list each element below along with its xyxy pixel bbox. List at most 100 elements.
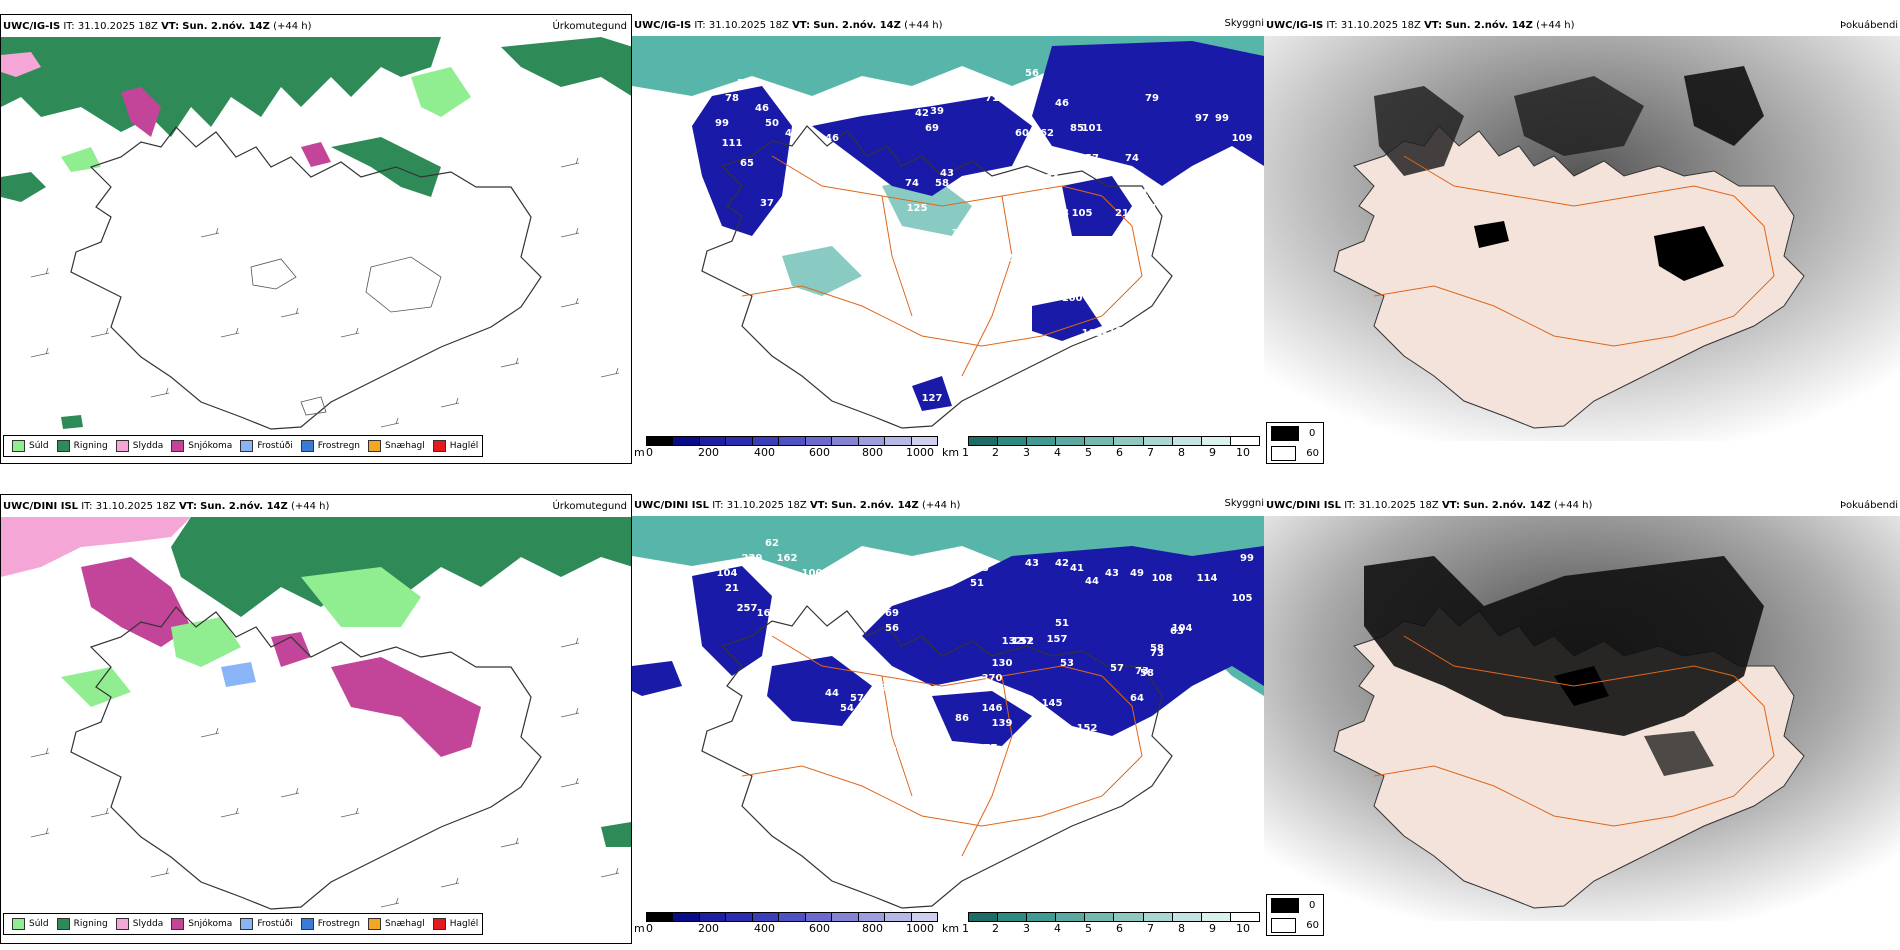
fog-legend-label: 0: [1309, 899, 1316, 911]
cloud-base-value: 73: [1150, 648, 1164, 659]
fog-legend-swatch: [1271, 917, 1297, 933]
low-cloud-area: [1032, 41, 1264, 186]
precip-map: [1, 517, 631, 910]
cloud-base-value: 37: [760, 198, 774, 209]
colorbar-tick: 2: [992, 446, 999, 459]
cloud-base-value: 139: [992, 718, 1013, 729]
panel-title: UWC/DINI ISL IT: 31.10.2025 18Z VT: Sun.…: [1266, 500, 1593, 511]
panel-title: UWC/DINI ISL IT: 31.10.2025 18Z VT: Sun.…: [634, 500, 961, 511]
cloud-base-value: 42: [885, 103, 899, 114]
colorbar-gradient: [968, 436, 1260, 446]
cloud-base-value: 111: [1002, 253, 1023, 264]
colorbar-gradient: [968, 912, 1260, 922]
legend-label: Rigning: [73, 441, 108, 451]
colorbar-tick: 600: [809, 922, 830, 935]
legend-label: Frostúði: [257, 441, 293, 451]
snow-area: [301, 142, 331, 167]
legend-swatch: [171, 440, 185, 452]
cloud-base-value: 99: [1215, 113, 1229, 124]
fog-legend-label: 60: [1306, 447, 1319, 459]
fog-dense: [1364, 556, 1764, 736]
legend-label: Haglél: [449, 441, 479, 451]
drizzle-area: [411, 67, 471, 117]
cloud-base-value: 51: [1055, 618, 1069, 629]
cloud-base-value: 46: [755, 103, 769, 114]
cloud-base-value: 160: [1062, 293, 1083, 304]
iceland-coastline: [70, 606, 542, 910]
freezing-drizzle-area: [221, 662, 256, 687]
glacier-outline: [365, 256, 442, 313]
legend-swatch: [368, 440, 382, 452]
sleet-area: [1, 52, 41, 77]
colorbar-tick: 200: [698, 922, 719, 935]
cloud-base-value: 69: [870, 593, 884, 604]
fog-index-panel-top: UWC/IG-IS IT: 31.10.2025 18Z VT: Sun. 2.…: [1264, 14, 1900, 464]
visibility-panel-bottom: UWC/DINI ISL IT: 31.10.2025 18Z VT: Sun.…: [632, 494, 1264, 944]
legend-swatch: [12, 918, 25, 930]
rain-area: [171, 517, 631, 617]
cloud-base-value: 196: [1087, 743, 1108, 754]
fog-area: [782, 246, 862, 296]
legend-label: Slydda: [132, 441, 164, 451]
cloud-base-value: 79: [1145, 93, 1159, 104]
cloud-base-value: 54: [840, 703, 854, 714]
legend-swatch: [115, 918, 129, 930]
colorbar-tick: 2: [992, 922, 999, 935]
cloud-base-value: 157: [1047, 634, 1068, 645]
legend-label: Snæhagl: [385, 919, 425, 929]
rain-area: [1, 37, 441, 137]
colorbar-tick: 6: [1116, 922, 1123, 935]
glacier-outline: [250, 258, 297, 290]
fog-legend-row: 60: [1267, 915, 1323, 935]
cloud-base-value: 44: [1085, 576, 1099, 587]
precip-legend: Súld Rigning Slydda Snjókoma Frostúði Fr…: [3, 913, 484, 935]
colorbar-tick: 3: [1023, 922, 1030, 935]
fog-dense: [1684, 66, 1764, 146]
rain-area: [501, 37, 631, 96]
cloud-base-value: 109: [767, 238, 788, 249]
fog-dense: [1644, 731, 1714, 776]
cloud-base-value: 39: [930, 106, 944, 117]
legend-swatch: [56, 440, 70, 452]
fog-index-map: [1264, 36, 1900, 441]
legend-swatch: [171, 918, 185, 930]
panel-type-label: Úrkomutegund: [552, 21, 627, 32]
legend-label: Frostregn: [317, 919, 361, 929]
legend-swatch: [240, 440, 254, 452]
legend-swatch: [300, 440, 314, 452]
cloud-base-value: 46: [1055, 98, 1069, 109]
low-cloud-area: [692, 86, 792, 236]
cloud-base-value: 73: [1135, 666, 1149, 677]
fog-index-panel-bottom: UWC/DINI ISL IT: 31.10.2025 18Z VT: Sun.…: [1264, 494, 1900, 944]
cloud-base-value: 164: [877, 746, 898, 757]
fog-legend-row: 0: [1267, 423, 1323, 443]
fog-dense: [1374, 86, 1464, 176]
legend-label: Slydda: [132, 919, 164, 929]
panel-type-label: Þokuábendi: [1840, 20, 1899, 31]
drizzle-area: [171, 617, 241, 667]
cloud-base-value: 69: [925, 123, 939, 134]
legend-swatch: [115, 440, 129, 452]
cloud-base-value: 53: [1060, 658, 1074, 669]
cloud-base-value: 114: [1197, 573, 1218, 584]
cloud-base-colorbar: m 0 200 400 600 800 1000: [634, 912, 939, 942]
cloud-base-value: 74: [905, 178, 919, 189]
cloud-base-value: 105: [1072, 208, 1093, 219]
visibility-panel-top: UWC/IG-IS IT: 31.10.2025 18Z VT: Sun. 2.…: [632, 14, 1264, 464]
cloud-base-value: 59: [785, 228, 799, 239]
panel-title: UWC/IG-IS IT: 31.10.2025 18Z VT: Sun. 2.…: [634, 20, 943, 31]
legend-label: Súld: [29, 919, 49, 929]
cloud-base-value: 21: [1115, 208, 1129, 219]
colorbar-gradient: [646, 912, 938, 922]
fog-legend-swatch: [1271, 425, 1299, 441]
fog-legend-swatch: [1271, 897, 1299, 913]
colorbar-tick: 800: [862, 446, 883, 459]
cloud-base-value: 82: [740, 243, 754, 254]
colorbar-tick: 400: [754, 922, 775, 935]
road-network: [741, 155, 1143, 377]
cloud-base-colorbar: m 0 200 400 600 800 1000: [634, 436, 939, 464]
cloud-base-value: 43: [1025, 558, 1039, 569]
